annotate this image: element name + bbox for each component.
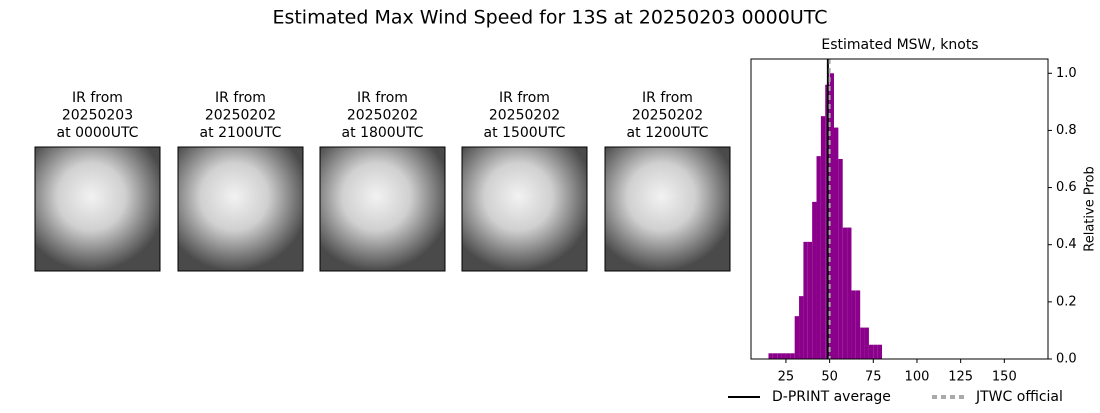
satellite-image bbox=[604, 146, 731, 272]
panel-label: 20250203 bbox=[62, 108, 133, 124]
panel-label: 20250202 bbox=[205, 108, 276, 124]
bar bbox=[794, 316, 800, 359]
satellite-image bbox=[34, 146, 161, 272]
x-tick-label: 25 bbox=[778, 370, 795, 385]
bar bbox=[781, 353, 786, 359]
bar bbox=[807, 241, 813, 359]
x-tick-label: 100 bbox=[905, 370, 930, 385]
bar bbox=[790, 353, 795, 359]
legend-label: JTWC official bbox=[975, 389, 1063, 405]
bar bbox=[851, 290, 856, 359]
panel-label: IR from bbox=[215, 90, 266, 106]
bar bbox=[816, 156, 821, 359]
bar bbox=[768, 353, 773, 359]
panel-label: at 1200UTC bbox=[627, 125, 709, 141]
y-tick-label: 0.2 bbox=[1056, 294, 1077, 309]
x-tick-label: 50 bbox=[821, 370, 838, 385]
y-axis-label: Relative Prob bbox=[1083, 166, 1098, 251]
x-tick-label: 125 bbox=[948, 370, 973, 385]
bar bbox=[799, 296, 804, 359]
bar bbox=[785, 353, 791, 359]
panel-label: at 2100UTC bbox=[200, 125, 282, 141]
bar bbox=[820, 116, 826, 360]
panel-label: at 0000UTC bbox=[57, 125, 139, 141]
y-tick-label: 0.4 bbox=[1056, 237, 1077, 252]
panel-label: 20250202 bbox=[632, 108, 703, 124]
bar bbox=[855, 290, 861, 359]
bar bbox=[860, 327, 865, 359]
panel-label: 20250202 bbox=[347, 108, 418, 124]
bar bbox=[842, 227, 848, 359]
panel-label: IR from bbox=[357, 90, 408, 106]
bar bbox=[777, 353, 782, 359]
y-tick-label: 0.0 bbox=[1056, 352, 1077, 367]
bar bbox=[877, 344, 883, 359]
chart-title: Estimated MSW, knots bbox=[821, 37, 978, 53]
satellite-image bbox=[177, 146, 304, 272]
bar bbox=[838, 159, 843, 359]
satellite-image bbox=[319, 146, 446, 272]
bar bbox=[868, 344, 874, 359]
panel-label: 20250202 bbox=[489, 108, 560, 124]
panel-label: IR from bbox=[72, 90, 123, 106]
legend-label: D-PRINT average bbox=[772, 389, 891, 405]
figure-title: Estimated Max Wind Speed for 13S at 2025… bbox=[272, 7, 827, 29]
satellite-image bbox=[461, 146, 588, 272]
panel-label: at 1500UTC bbox=[484, 125, 566, 141]
y-tick-label: 1.0 bbox=[1056, 66, 1077, 81]
bar bbox=[873, 344, 878, 359]
y-tick-label: 0.6 bbox=[1056, 180, 1077, 195]
bar bbox=[803, 241, 808, 359]
bar bbox=[864, 327, 869, 359]
bar bbox=[833, 127, 839, 359]
plot-frame bbox=[750, 58, 1049, 360]
bar bbox=[829, 73, 834, 360]
panel-label: at 1800UTC bbox=[342, 125, 424, 141]
x-tick-label: 150 bbox=[992, 370, 1017, 385]
y-tick-label: 0.8 bbox=[1056, 123, 1077, 138]
bar bbox=[847, 227, 852, 359]
bar bbox=[772, 353, 778, 359]
panel-label: IR from bbox=[499, 90, 550, 106]
x-tick-label: 75 bbox=[865, 370, 882, 385]
bar bbox=[812, 201, 817, 359]
panel-label: IR from bbox=[642, 90, 693, 106]
